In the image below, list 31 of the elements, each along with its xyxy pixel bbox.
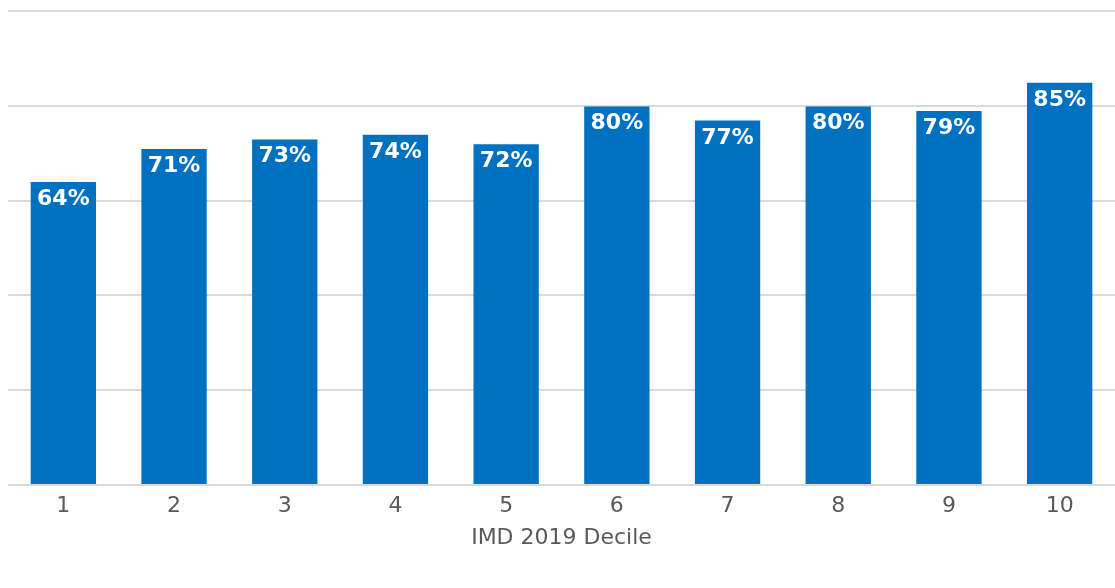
x-tick-label: 4 <box>388 492 403 518</box>
bar <box>473 144 539 484</box>
bar <box>252 139 318 484</box>
data-label: 64% <box>37 184 90 210</box>
x-tick-label: 1 <box>56 492 71 518</box>
bar <box>916 111 982 484</box>
x-tick-label: 2 <box>167 492 182 518</box>
bar <box>694 120 761 484</box>
data-label: 80% <box>811 109 865 135</box>
data-label: 74% <box>369 137 422 163</box>
x-tick-label: 8 <box>831 492 846 518</box>
data-label: 77% <box>701 123 754 149</box>
data-label: 72% <box>479 147 533 173</box>
data-label: 79% <box>922 114 976 140</box>
x-tick-label: 3 <box>277 492 292 518</box>
x-axis-title: IMD 2019 Decile <box>471 523 652 549</box>
x-tick-label: 6 <box>609 492 624 518</box>
data-label: 80% <box>590 109 644 135</box>
bar <box>805 106 871 484</box>
data-label: 73% <box>258 142 312 168</box>
data-label: 85% <box>1033 85 1086 111</box>
data-label: 71% <box>147 151 201 177</box>
x-tick-label: 10 <box>1045 492 1074 518</box>
bar <box>30 181 97 484</box>
bar <box>362 134 429 484</box>
bar <box>141 148 207 484</box>
bar <box>584 106 650 484</box>
x-tick-label: 7 <box>720 492 735 518</box>
x-tick-label: 9 <box>941 492 956 518</box>
bar <box>1026 82 1093 484</box>
x-tick-label: 5 <box>499 492 514 518</box>
